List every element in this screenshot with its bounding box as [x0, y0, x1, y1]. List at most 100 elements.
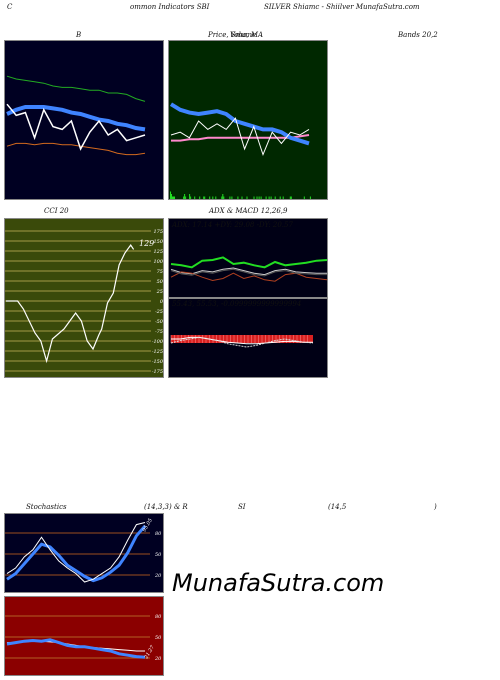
adx-grey-line — [170, 267, 327, 276]
cci-tick-label: -150 — [152, 359, 164, 365]
volume-bar — [172, 196, 174, 199]
volume-bar — [223, 196, 225, 199]
watermark: MunafaSutra.com — [172, 569, 385, 597]
volume-bar — [204, 196, 206, 199]
cci-tick-label: -25 — [155, 309, 163, 315]
volume-bar — [265, 196, 267, 199]
volume-bar — [274, 196, 276, 199]
stoch-title: Stochastics — [26, 503, 67, 511]
stoch-k-line — [6, 522, 146, 583]
volume-bar — [256, 196, 258, 199]
volume-bar — [194, 196, 196, 199]
volume-bar — [229, 196, 231, 199]
macd-histogram — [171, 335, 313, 343]
adx-svg — [170, 256, 328, 282]
bands-right-title: Bands 20,2 — [398, 31, 438, 39]
adx-macd-title: ADX & MACD 12,26,9 — [209, 207, 288, 215]
volume-bar — [199, 196, 201, 199]
volume-bar — [309, 196, 311, 199]
price-sma-panel — [168, 40, 328, 200]
stoch-d-line — [6, 525, 147, 583]
volume-bar — [282, 196, 284, 199]
stoch-tick-label: 80 — [155, 531, 162, 537]
sma-line — [169, 102, 310, 146]
stoch-value-label: 95.05 — [142, 518, 154, 533]
cci-panel: 175 150 125 100 75 50 25 0 -25 -50 -75 -100 -125 -150… — [4, 218, 164, 378]
stoch-tick-label: 50 — [155, 552, 162, 558]
cci-tick-label: 50 — [157, 279, 164, 285]
volume-bar — [303, 196, 305, 199]
volume-bar — [209, 196, 211, 199]
cci-tick-label: 125 — [153, 249, 163, 255]
volume-bar — [246, 196, 248, 199]
volume-bar — [290, 196, 292, 199]
price-line — [6, 103, 146, 151]
price-sma-title: Price, Sma, MA — [208, 31, 264, 39]
volume-bar — [190, 196, 192, 199]
volume-bar — [185, 196, 187, 199]
volume-bar — [231, 196, 233, 199]
cci-tick-label: -50 — [155, 319, 164, 325]
rsi-paren: ) — [434, 503, 437, 511]
cci-svg: 175 150 125 100 75 50 25 0 -25 -50 -75 -100 -125 -150… — [5, 229, 164, 375]
volume-bar — [241, 196, 243, 199]
cci-tick-label: -75 — [155, 329, 163, 335]
upper-band-line — [6, 75, 146, 102]
rsi-si: SI — [238, 503, 246, 511]
header-right: SILVER Shiamc - Shiilver MunafaSutra.com — [264, 3, 420, 11]
volume-bar — [237, 196, 239, 199]
volume-bar — [289, 196, 291, 199]
cci-tick-label: 175 — [153, 229, 163, 235]
cci-title: CCI 20 — [44, 207, 69, 215]
cci-tick-label: -175 — [152, 369, 163, 375]
stoch-params: (14,3,3) & R — [144, 503, 188, 511]
rsi-tick-label: 20 — [154, 656, 162, 662]
stochastics-svg: 80 50 20 95.05 — [5, 518, 162, 583]
volume-bar — [212, 196, 214, 199]
minus-dy-line — [170, 271, 328, 282]
volume-bar — [253, 196, 255, 199]
cci-tick-label: 25 — [156, 289, 163, 295]
volume-bar — [171, 194, 173, 199]
plus-dy-line — [170, 256, 328, 269]
rsi-tick-label: 80 — [155, 614, 162, 620]
volume-bar — [279, 196, 281, 199]
rsi-params: (14,5 — [328, 503, 347, 511]
volume-bar — [203, 196, 205, 199]
header-mid: ommon Indicators SBI — [130, 3, 210, 11]
cci-line — [6, 243, 135, 364]
volume-bar — [221, 196, 223, 199]
price-sma-svg — [169, 102, 311, 199]
volume-bar — [184, 194, 186, 199]
adx-panel: ADX: 17.14 +DY: 29.08 -DY: 20.57 — [168, 218, 328, 298]
volume-bar — [258, 196, 260, 199]
volume-bar — [183, 196, 185, 199]
cci-tick-label: 100 — [153, 259, 163, 265]
macd-line — [170, 336, 314, 348]
cci-tick-label: 150 — [153, 239, 163, 245]
cci-tick-label: -100 — [152, 339, 164, 345]
close-price-line — [170, 117, 310, 157]
rsi-panel: 80 50 20 21.27 — [4, 596, 164, 676]
stochastics-panel: 80 50 20 95.05 — [4, 513, 164, 593]
macd-label: 55.43, 55.53, -0.0999999999999994 — [172, 300, 302, 308]
stoch-tick-label: 20 — [154, 573, 162, 579]
header-left: C — [7, 3, 13, 11]
bollinger-bands-svg — [6, 75, 146, 156]
macd-signal-line — [171, 336, 313, 345]
adx-label: ADX: 17.14 +DY: 29.08 -DY: 20.57 — [172, 221, 293, 229]
lower-band-line — [6, 142, 146, 156]
volume-bar — [170, 191, 172, 199]
volume-bar — [174, 196, 176, 199]
volume-title: Volume — [230, 31, 257, 39]
volume-bar — [173, 196, 175, 199]
bands-title: B — [76, 31, 82, 39]
middle-band-line — [6, 105, 146, 132]
cci-tick-label: 75 — [157, 269, 163, 275]
macd-panel: 55.43, 55.53, -0.0999999999999994 — [168, 298, 328, 378]
volume-bar — [270, 196, 272, 199]
adx-line — [170, 268, 327, 277]
cci-tick-label: -125 — [152, 349, 163, 355]
rsi-tick-label: 50 — [155, 635, 162, 641]
